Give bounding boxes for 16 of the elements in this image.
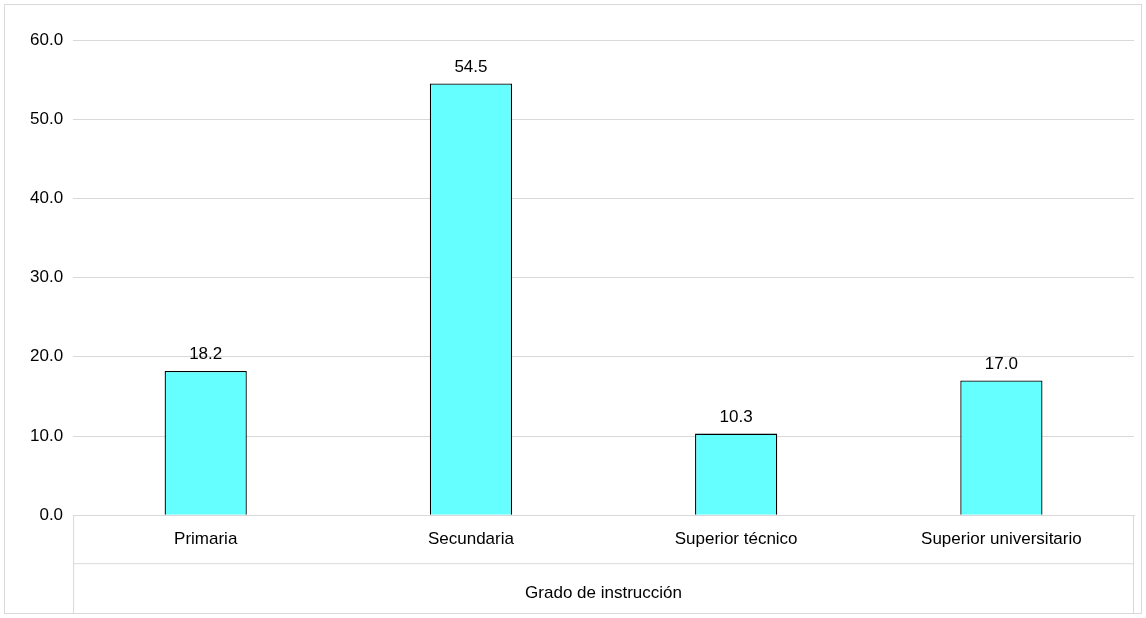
y-tick-label: 50.0	[29, 108, 64, 128]
data-label: 10.3	[719, 406, 753, 426]
y-tick-label: 40.0	[29, 188, 64, 208]
data-label: 18.2	[189, 344, 223, 364]
x-axis-title: Grado de instrucción	[525, 583, 682, 603]
data-label: 17.0	[984, 353, 1018, 373]
x-tick-label: Superior técnico	[674, 529, 798, 549]
y-tick-label: 0.0	[39, 504, 64, 524]
x-tick-label: Superior universitario	[921, 529, 1082, 549]
y-tick-label: 30.0	[29, 267, 64, 287]
x-tick-label: Primaria	[174, 529, 238, 549]
data-label: 54.5	[454, 56, 488, 76]
y-tick-label: 60.0	[29, 29, 64, 49]
x-tick-label: Secundaria	[427, 529, 515, 549]
y-tick-label: 10.0	[29, 425, 64, 445]
y-tick-label: 20.0	[29, 346, 64, 366]
